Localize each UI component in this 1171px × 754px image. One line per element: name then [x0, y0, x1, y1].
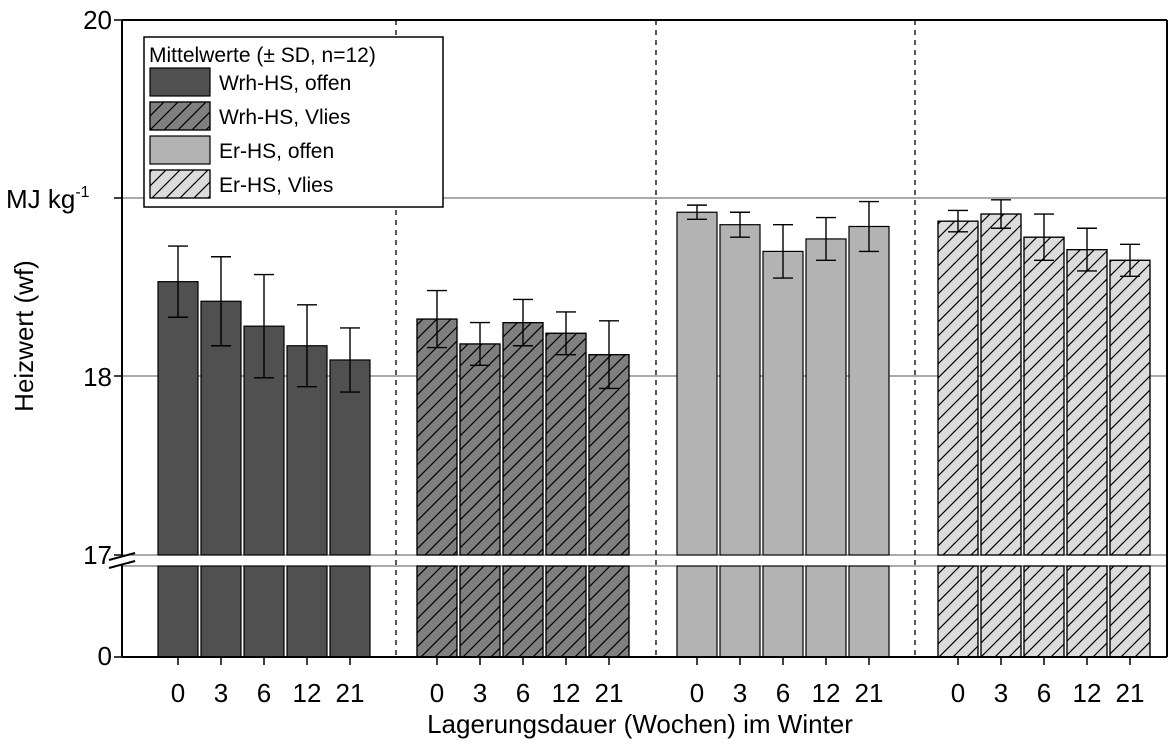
series-2-xtick-label-0: 0: [430, 678, 444, 708]
series-3-xtick-label-0: 0: [690, 678, 704, 708]
series-4-bar-hatch-3: [981, 214, 1021, 555]
series-4-bar-hatch-12: [1067, 250, 1107, 555]
series-2-bar-lower-hatch-6: [503, 566, 543, 657]
series-2-bar-hatch-0: [417, 319, 457, 555]
series-3-bar-lower-21: [849, 566, 889, 657]
series-3-xtick-label-21: 21: [855, 678, 884, 708]
series-2-bar-lower-hatch-12: [546, 566, 586, 657]
x-axis-label: Lagerungsdauer (Wochen) im Winter: [427, 709, 853, 739]
legend-title: Mittelwerte (± SD, n=12): [149, 44, 376, 67]
legend-label-1: Wrh-HS, offen: [219, 72, 351, 95]
series-2-bar-lower-hatch-3: [460, 566, 500, 657]
legend-label-4: Er-HS, Vlies: [219, 174, 333, 197]
series-3-bar-12: [806, 239, 846, 555]
legend: Mittelwerte (± SD, n=12) Wrh-HS, offen Wr…: [144, 37, 443, 207]
series-3-bar-21: [849, 226, 889, 555]
unit-label: MJ kg-1: [6, 184, 90, 214]
series-4-xtick-label-6: 6: [1037, 678, 1051, 708]
series-4-bar-lower-hatch-0: [938, 566, 978, 657]
series-3-bar-lower-12: [806, 566, 846, 657]
series-2-xtick-label-21: 21: [595, 678, 624, 708]
legend-swatch-3: [150, 136, 210, 164]
legend-swatch-1: [150, 68, 210, 96]
series-4-bar-hatch-21: [1110, 260, 1150, 555]
series-1-bar-lower-3: [201, 566, 241, 657]
series-2-bar-hatch-6: [503, 323, 543, 555]
series-4-bar-lower-hatch-3: [981, 566, 1021, 657]
series-4-xtick-label-0: 0: [951, 678, 965, 708]
legend-label-2: Wrh-HS, Vlies: [219, 106, 350, 129]
series-4-xtick-label-12: 12: [1073, 678, 1102, 708]
series-3-bar-3: [720, 225, 760, 555]
series-1-bar-lower-12: [287, 566, 327, 657]
legend-label-3: Er-HS, offen: [219, 140, 334, 163]
series-2-bar-hatch-12: [546, 333, 586, 555]
series-1-bar-lower-0: [158, 566, 198, 657]
legend-swatch-hatch-4: [150, 170, 210, 198]
series-4-bar-hatch-6: [1024, 237, 1064, 555]
y-tick-label-17: 17: [83, 540, 112, 570]
series-4-xtick-label-3: 3: [994, 678, 1008, 708]
series-2-bar-hatch-3: [460, 344, 500, 555]
legend-swatch-hatch-2: [150, 102, 210, 130]
series-1-bar-lower-21: [330, 566, 370, 657]
unit-label-exponent: -1: [75, 184, 89, 201]
series-4-bar-hatch-0: [938, 221, 978, 555]
series-2-bar-lower-hatch-21: [589, 566, 629, 657]
series-1-xtick-label-6: 6: [257, 678, 271, 708]
series-3-bar-lower-3: [720, 566, 760, 657]
series-4-bar-lower-hatch-12: [1067, 566, 1107, 657]
series-2-xtick-label-3: 3: [473, 678, 487, 708]
series-1-bar-0: [158, 282, 198, 555]
series-3-xtick-label-3: 3: [733, 678, 747, 708]
y-tick-label-20: 20: [83, 5, 112, 35]
series-1-xtick-label-3: 3: [214, 678, 228, 708]
series-1-bar-lower-6: [244, 566, 284, 657]
series-3-xtick-label-12: 12: [812, 678, 841, 708]
series-3-bar-0: [677, 212, 717, 555]
series-3-bar-lower-0: [677, 566, 717, 657]
series-4-bar-lower-hatch-6: [1024, 566, 1064, 657]
x-tick-labels: 0 3 6 12 21 0 3 6 12 21 0 3 6 12 21 0 3 6 12 21: [171, 678, 1145, 708]
unit-label-base: MJ kg: [6, 184, 75, 214]
series-3-bar-6: [763, 251, 803, 555]
series-2-xtick-label-12: 12: [552, 678, 581, 708]
series-3-xtick-label-6: 6: [776, 678, 790, 708]
y-tick-label-0: 0: [98, 641, 112, 671]
series-2-bar-lower-hatch-0: [417, 566, 457, 657]
bars-layer: [158, 200, 1150, 657]
series-3-bar-lower-6: [763, 566, 803, 657]
series-1-xtick-label-0: 0: [171, 678, 185, 708]
series-1-xtick-label-12: 12: [293, 678, 322, 708]
y-axis-label: Heizwert (wf): [9, 260, 39, 412]
y-tick-label-18: 18: [83, 362, 112, 392]
series-4-bar-lower-hatch-21: [1110, 566, 1150, 657]
series-2-xtick-label-6: 6: [516, 678, 530, 708]
series-1-xtick-label-21: 21: [336, 678, 365, 708]
series-4-xtick-label-21: 21: [1116, 678, 1145, 708]
